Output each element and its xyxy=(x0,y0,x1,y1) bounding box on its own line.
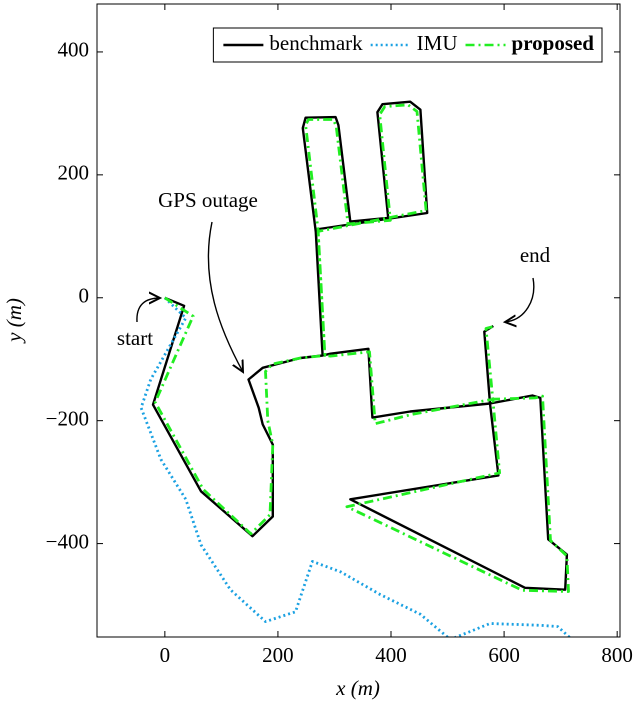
x-tick-label: 0 xyxy=(160,643,171,667)
trajectory-line xyxy=(139,296,572,637)
legend: benchmark IMU proposed xyxy=(212,27,603,63)
x-tick-label: 800 xyxy=(601,643,633,667)
annotation: start xyxy=(117,326,153,350)
legend-box xyxy=(212,27,603,63)
x-tick-label: 600 xyxy=(488,643,520,667)
x-axis-label: x (m) xyxy=(335,676,380,700)
annotation-arrow xyxy=(136,298,160,323)
trajectory-line xyxy=(153,103,570,593)
legend-label: proposed xyxy=(512,31,595,55)
y-tick-label: 0 xyxy=(79,284,90,308)
legend-label: IMU xyxy=(417,31,458,55)
y-tick-label: 200 xyxy=(58,161,90,185)
y-axis-label: y (m) xyxy=(2,298,26,344)
annotation: end xyxy=(520,243,551,267)
x-tick-label: 400 xyxy=(375,643,407,667)
y-tick-label: −400 xyxy=(46,529,89,553)
annotation-arrow xyxy=(505,277,535,322)
y-tick-label: 400 xyxy=(58,38,90,62)
y-tick-label: −200 xyxy=(46,406,89,430)
annotation: GPS outage xyxy=(158,188,258,212)
annotation-arrow xyxy=(207,221,243,372)
plot-area xyxy=(139,100,572,637)
legend-label: benchmark xyxy=(269,31,363,55)
trajectory-line xyxy=(151,100,569,591)
plot-frame xyxy=(96,3,621,638)
x-tick-label: 200 xyxy=(262,643,294,667)
